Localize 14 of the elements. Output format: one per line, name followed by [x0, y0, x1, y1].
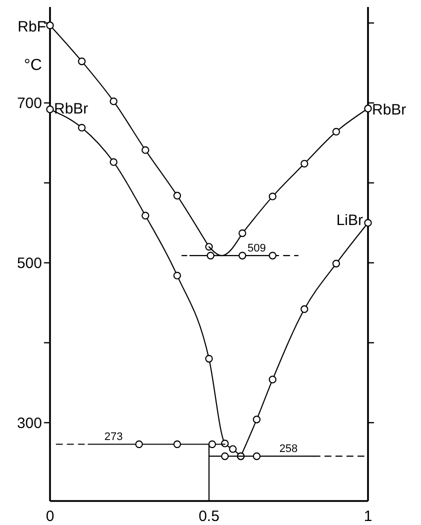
annotation: RbBr [372, 102, 406, 119]
x-tick-label: 0.5 [198, 508, 220, 525]
annotation: 273 [104, 431, 123, 444]
annotation: RbBr [54, 100, 88, 118]
annotation: LiBr [336, 212, 363, 229]
annotation: 509 [248, 242, 266, 255]
x-tick-label: 0 [46, 508, 54, 525]
y-tick-label: 300 [16, 414, 42, 432]
annotation: 258 [279, 443, 298, 456]
annotation: RbF [18, 18, 46, 36]
y-tick-label: 700 [16, 95, 42, 112]
x-tick-label: 1 [364, 508, 372, 525]
y-tick-label: 500 [16, 255, 42, 272]
y-axis-title: °C [24, 57, 42, 74]
